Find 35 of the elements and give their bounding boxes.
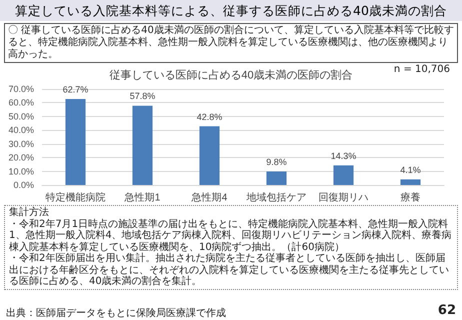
data-label: 62.7% xyxy=(62,84,88,95)
y-tick-label: 70.0% xyxy=(8,84,34,94)
text: 62 xyxy=(438,303,456,318)
y-tick-label: 60.0% xyxy=(8,98,34,108)
y-tick-label: 40.0% xyxy=(8,125,34,136)
text: ・令和2年7月1日時点の施設基準の届け出をもとに、特定機能病院入院基本料、急性期一般入院料1、急性期一般入院料4、地域包括ケア病棟入院料、回復期リハビリテーション病棟入院料、療養病棟入院基本料を算定している医療機関を、10病院ずつ抽出。（計60病院） xyxy=(9,218,453,252)
x-tick-label: 地域包括ケア xyxy=(246,192,306,204)
text: 〇 従事している医師に占める40歳未満の医師の割合について、算定している入院基本料等で比較すると、特定機能病院入院基本料、急性期一般入院料を算定している医療機関は、他の医療機関より高かった。 xyxy=(4,23,458,63)
x-tick-label: 急性期1 xyxy=(124,192,161,204)
data-label: 9.8% xyxy=(266,157,287,168)
source-note: 出典：医師届データをもとに保険局医療課で作成 xyxy=(6,306,226,320)
data-label: 57.8% xyxy=(130,91,156,102)
bar xyxy=(400,179,421,185)
text: 集計方法 xyxy=(9,207,50,218)
bar xyxy=(65,99,86,185)
bar xyxy=(266,172,287,185)
y-tick-label: 0.0% xyxy=(13,180,34,190)
chart-subtitle: 従事している医師に占める40歳未満の医師の割合 xyxy=(109,68,353,82)
data-label: 42.8% xyxy=(196,112,222,122)
x-tick-label: 特定機能病院 xyxy=(46,192,106,204)
chart-title: 算定している入院基本料等による、従事する医師に占める40歳未満の割合 xyxy=(0,0,462,21)
text: ・令和2年医師届出を用い集計。抽出された病院を主たる従事者としている医師を抽出し、医師届出における年齢区分をもとに、それぞれの入院料を算定している医療機関を主たる従事先としている医師に占める、40歳未満の割合を集計。 xyxy=(9,253,450,288)
data-label: 4.1% xyxy=(400,164,421,175)
y-tick-label: 50.0% xyxy=(8,111,34,122)
y-tick-label: 20.0% xyxy=(8,152,34,163)
y-tick-label: 30.0% xyxy=(8,138,34,149)
bar xyxy=(132,106,153,185)
bar xyxy=(333,165,354,185)
x-tick-label: 回復期リハ xyxy=(318,192,368,204)
x-tick-label: 療養 xyxy=(400,192,420,204)
bar xyxy=(199,126,220,185)
text: n = 10,706 xyxy=(394,64,450,75)
y-tick-label: 10.0% xyxy=(8,166,34,176)
x-tick-label: 急性期4 xyxy=(190,192,228,204)
data-label: 14.3% xyxy=(330,150,356,161)
